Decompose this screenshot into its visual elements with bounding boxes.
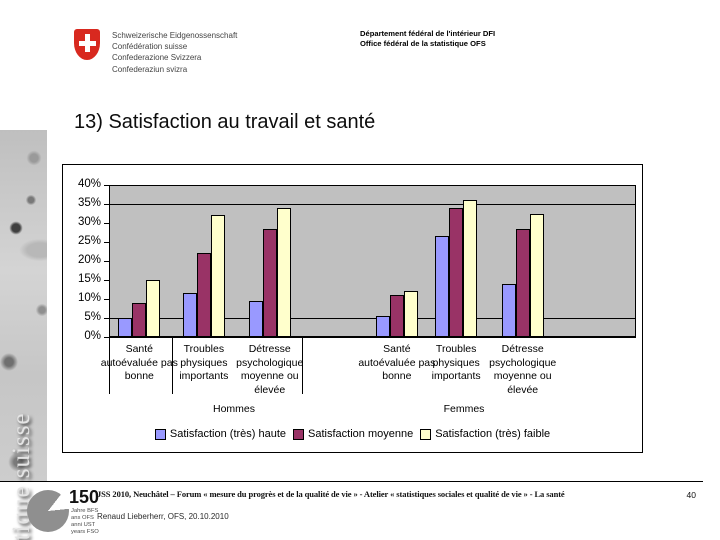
legend-item: Satisfaction (très) haute xyxy=(154,428,287,440)
category-separator-line xyxy=(109,337,110,394)
x-axis-category-label: Santé autoévaluée pas bonne xyxy=(100,343,178,382)
y-axis-tick-label: 30% xyxy=(77,216,101,228)
y-axis-line xyxy=(109,185,110,337)
legend-item: Satisfaction (très) faible xyxy=(420,428,550,440)
x-axis-line xyxy=(104,337,636,338)
logo-150-caption-line: anni UST xyxy=(71,522,96,528)
y-axis-tick xyxy=(104,223,109,224)
footer-author-line: Renaud Lieberherr, OFS, 20.10.2010 xyxy=(97,512,229,521)
chart-bar xyxy=(248,300,263,337)
logo-150-caption-line: Jahre BFS xyxy=(71,508,99,514)
chart-bar xyxy=(449,207,464,337)
gridline xyxy=(109,318,636,319)
chart-legend: Satisfaction (très) haute Satisfaction mo… xyxy=(63,428,642,440)
legend-label: Satisfaction moyenne xyxy=(308,428,414,440)
y-axis-tick-label: 15% xyxy=(77,273,101,285)
legend-label: Satisfaction (très) haute xyxy=(169,428,287,440)
confederation-name-line: Confederaziun svizra xyxy=(112,64,188,74)
logo-150-caption-line: ans OFS xyxy=(71,515,94,521)
y-axis-tick-label: 20% xyxy=(77,254,101,266)
chart-bar xyxy=(529,213,544,337)
bfs-150-logo-icon xyxy=(27,490,69,532)
legend-color-swatch xyxy=(420,428,432,440)
x-axis-category-label: Troubles physiques importants xyxy=(431,343,481,382)
slide-page-number: 40 xyxy=(686,490,696,500)
x-axis-category-label: Détresse psychologique moyenne ou élevée xyxy=(489,343,557,396)
y-axis-tick-label: 5% xyxy=(84,311,101,323)
y-axis-tick xyxy=(104,242,109,243)
x-axis-category-label: Troubles physiques importants xyxy=(179,343,229,382)
chart-bar xyxy=(501,283,516,337)
sidebar-photo-strip: Statistique suisse xyxy=(0,130,47,540)
department-block: Département fédéral de l'intérieur DFI O… xyxy=(360,29,495,49)
y-axis-tick-label: 25% xyxy=(77,235,101,247)
legend-color-swatch xyxy=(293,428,305,440)
legend-label: Satisfaction (très) faible xyxy=(435,428,551,440)
chart-bar xyxy=(132,302,147,337)
y-axis-tick xyxy=(104,318,109,319)
category-separator-line xyxy=(302,337,303,394)
chart-frame: 40% 35% 30% 25% 20% 15% 10% 5% 0% Santé autoévalu… xyxy=(62,164,643,453)
confederation-name-line: Confédération suisse xyxy=(112,42,188,52)
confederation-names: Schweizerische Eidgenossenschaft Confédér… xyxy=(112,30,237,75)
confederation-name-line: Confederazione Svizzera xyxy=(112,53,202,63)
chart-bar xyxy=(182,293,197,337)
chart-bar xyxy=(389,295,404,337)
logo-150-caption-line: years FSO xyxy=(71,529,99,535)
chart-bar xyxy=(435,236,450,337)
chart-bar xyxy=(210,215,225,337)
bfs-150-captions: Jahre BFS ans OFS anni UST years FSO xyxy=(71,508,99,536)
chart-bar xyxy=(375,316,390,337)
confederation-name-line: Schweizerische Eidgenossenschaft xyxy=(112,31,238,40)
category-separator-line xyxy=(172,337,173,394)
office-line: Office fédéral de la statistique OFS xyxy=(360,39,486,48)
bfs-150-number: 150 xyxy=(69,487,100,507)
legend-item: Satisfaction moyenne xyxy=(293,428,413,440)
y-axis-tick xyxy=(104,280,109,281)
chart-bar xyxy=(146,280,161,337)
axis-group-label: Femmes xyxy=(443,403,485,415)
chart-bar xyxy=(196,253,211,337)
gridline xyxy=(109,204,636,205)
y-axis-tick xyxy=(104,299,109,300)
y-axis-tick-label: 40% xyxy=(77,178,101,190)
swiss-coat-of-arms-icon xyxy=(74,29,100,60)
chart-bar xyxy=(118,318,133,337)
y-axis-tick-label: 10% xyxy=(77,292,101,304)
y-axis-tick xyxy=(104,185,109,186)
axis-group-label: Hommes xyxy=(212,403,255,415)
x-axis-category-label: Santé autoévaluée pas bonne xyxy=(358,343,436,382)
page-title: 13) Satisfaction au travail et santé xyxy=(74,111,376,133)
legend-color-swatch xyxy=(154,428,166,440)
chart-bar xyxy=(515,228,530,337)
x-axis-category-label: Détresse psychologique moyenne ou élevée xyxy=(236,343,304,396)
y-axis-tick-label: 35% xyxy=(77,197,101,209)
chart-bar xyxy=(403,291,418,337)
y-axis-tick xyxy=(104,204,109,205)
department-line: Département fédéral de l'intérieur DFI xyxy=(360,29,496,38)
swiss-cross-horizontal xyxy=(78,40,96,46)
chart-bar xyxy=(463,200,478,337)
footer-event-line: JSS 2010, Neuchâtel – Forum « mesure du … xyxy=(97,489,565,499)
footer-divider xyxy=(0,481,703,482)
chart-bar xyxy=(262,228,277,337)
y-axis-tick-label: 0% xyxy=(84,330,101,342)
chart-bar xyxy=(276,207,291,337)
y-axis-tick xyxy=(104,261,109,262)
